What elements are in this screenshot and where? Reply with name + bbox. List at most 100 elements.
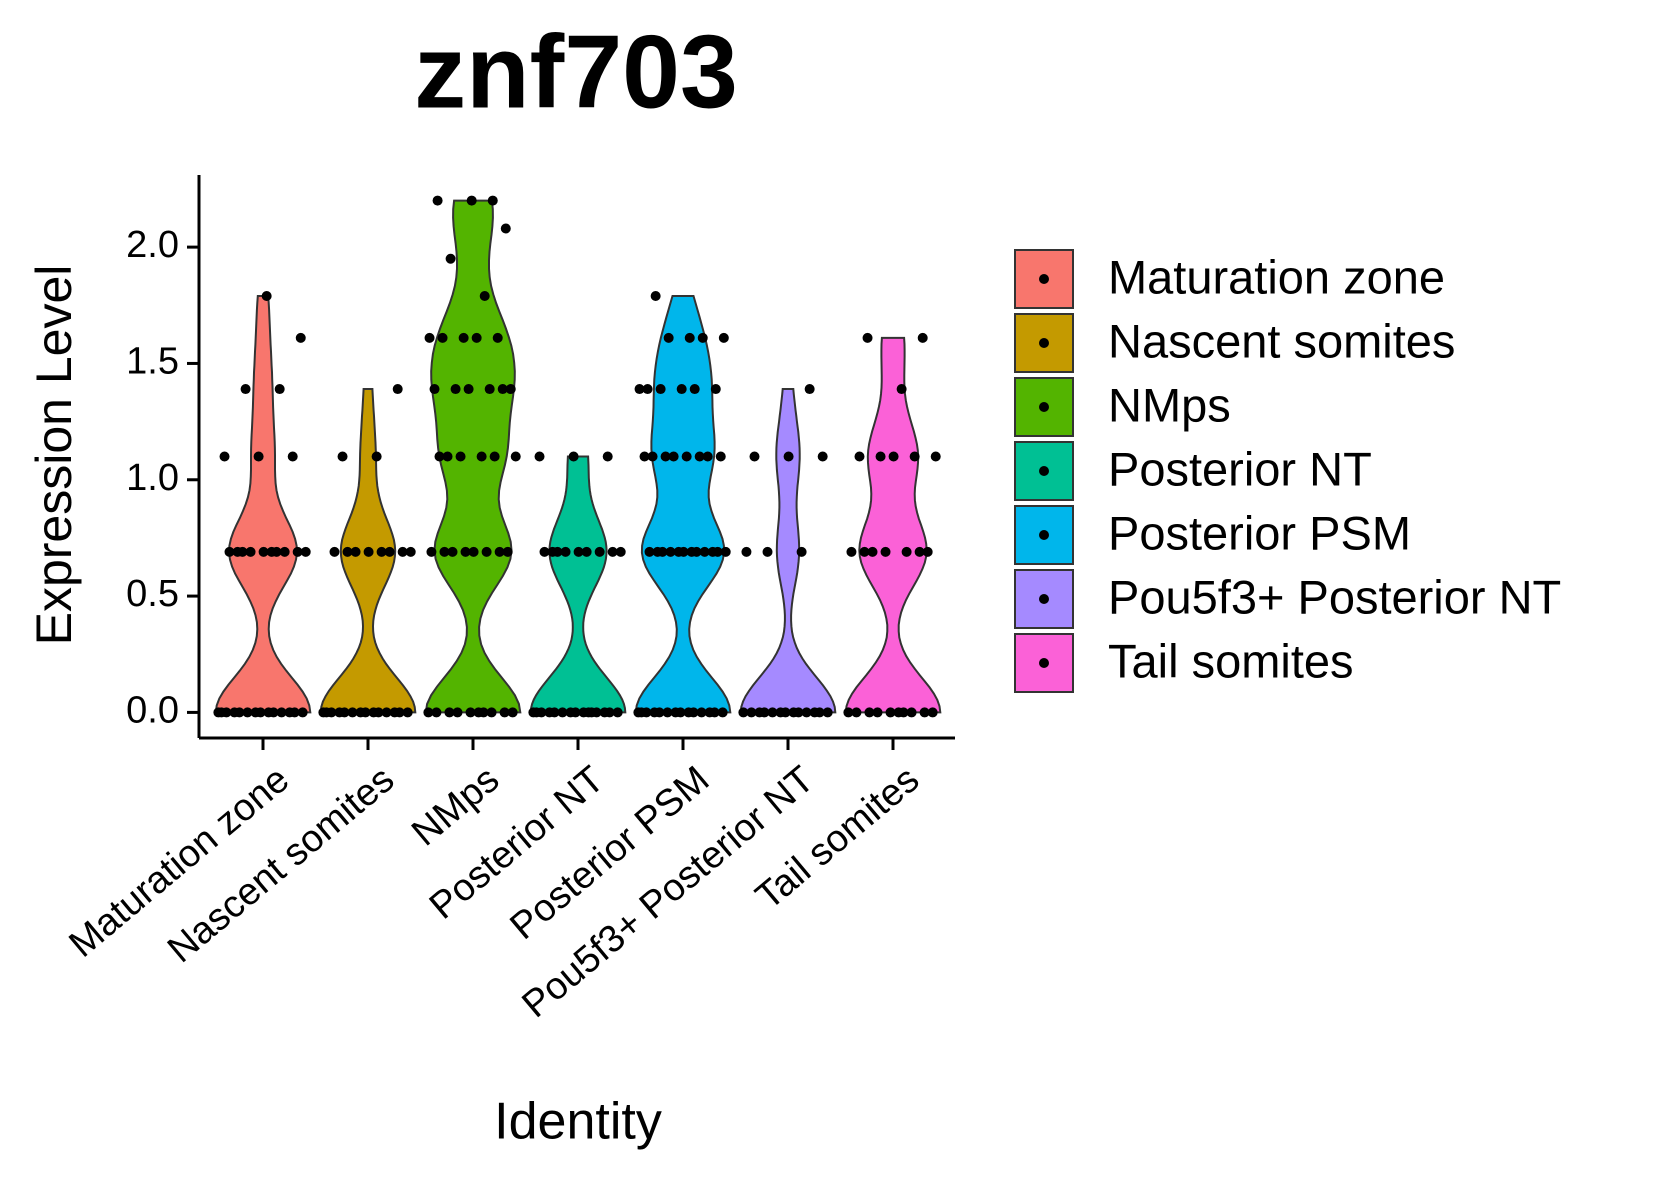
data-point — [647, 451, 658, 462]
data-point — [775, 707, 786, 718]
data-point — [673, 546, 684, 557]
data-point — [854, 451, 865, 462]
violin — [634, 295, 732, 714]
data-point — [822, 707, 833, 718]
data-point — [423, 707, 434, 718]
data-point — [746, 707, 757, 718]
data-point — [468, 546, 479, 557]
data-point — [329, 546, 340, 557]
legend-dot — [1039, 402, 1049, 412]
data-point — [650, 290, 661, 301]
data-point — [717, 707, 728, 718]
violin — [214, 295, 312, 714]
data-point — [652, 546, 663, 557]
legend-dot — [1039, 530, 1049, 540]
data-point — [612, 707, 623, 718]
data-point — [250, 707, 261, 718]
data-point — [594, 546, 605, 557]
data-point — [817, 451, 828, 462]
data-point — [720, 546, 731, 557]
violin — [529, 455, 627, 714]
data-point — [489, 451, 500, 462]
data-point — [368, 707, 379, 718]
data-point — [919, 707, 930, 718]
data-point — [547, 546, 558, 557]
data-point — [397, 546, 408, 557]
data-point — [686, 546, 697, 557]
data-point — [276, 707, 287, 718]
data-point — [696, 707, 707, 718]
data-point — [376, 546, 387, 557]
data-point — [862, 332, 873, 343]
legend-label: Maturation zone — [1108, 250, 1445, 303]
data-point — [465, 707, 476, 718]
data-point — [263, 707, 274, 718]
data-point — [843, 707, 854, 718]
data-point — [560, 546, 571, 557]
data-point — [424, 332, 435, 343]
data-point — [232, 546, 243, 557]
data-point — [381, 707, 392, 718]
data-point — [565, 707, 576, 718]
data-point — [684, 332, 695, 343]
data-point — [445, 253, 456, 264]
data-point — [342, 546, 353, 557]
data-point — [694, 451, 705, 462]
data-point — [484, 384, 495, 395]
data-point — [927, 707, 938, 718]
data-point — [930, 451, 941, 462]
data-point — [738, 707, 749, 718]
data-point — [499, 707, 510, 718]
data-point — [893, 707, 904, 718]
legend-key — [1014, 441, 1074, 501]
data-point — [801, 707, 812, 718]
data-point — [909, 451, 920, 462]
data-point — [245, 546, 256, 557]
legend-label: Posterior NT — [1108, 442, 1372, 495]
data-point — [458, 332, 469, 343]
data-point — [432, 195, 443, 206]
data-point — [875, 451, 886, 462]
data-point — [851, 707, 862, 718]
data-point — [880, 546, 891, 557]
data-point — [479, 290, 490, 301]
x-axis-label: Identity — [494, 1093, 662, 1151]
legend-key — [1014, 505, 1074, 565]
data-point — [702, 451, 713, 462]
data-point — [796, 546, 807, 557]
data-point — [885, 707, 896, 718]
data-point — [492, 332, 503, 343]
data-point — [615, 546, 626, 557]
data-point — [242, 707, 253, 718]
data-point — [487, 195, 498, 206]
legend-label: Posterior PSM — [1108, 506, 1411, 559]
data-point — [321, 707, 332, 718]
data-point — [284, 707, 295, 718]
data-point — [507, 707, 518, 718]
data-point — [901, 546, 912, 557]
data-point — [649, 707, 660, 718]
data-point — [442, 451, 453, 462]
data-point — [447, 546, 458, 557]
data-point — [634, 384, 645, 395]
data-point — [463, 384, 474, 395]
data-point — [568, 451, 579, 462]
data-point — [505, 384, 516, 395]
legend-label: Nascent somites — [1108, 314, 1455, 367]
data-point — [655, 384, 666, 395]
data-point — [663, 332, 674, 343]
data-point — [402, 707, 413, 718]
data-point — [896, 384, 907, 395]
data-point — [253, 451, 264, 462]
data-point — [544, 707, 555, 718]
data-point — [906, 707, 917, 718]
legend-dot — [1039, 658, 1049, 668]
data-point — [573, 546, 584, 557]
data-point — [662, 707, 673, 718]
data-point — [274, 384, 285, 395]
data-point — [355, 707, 366, 718]
data-point — [481, 546, 492, 557]
data-point — [473, 707, 484, 718]
data-point — [300, 546, 311, 557]
